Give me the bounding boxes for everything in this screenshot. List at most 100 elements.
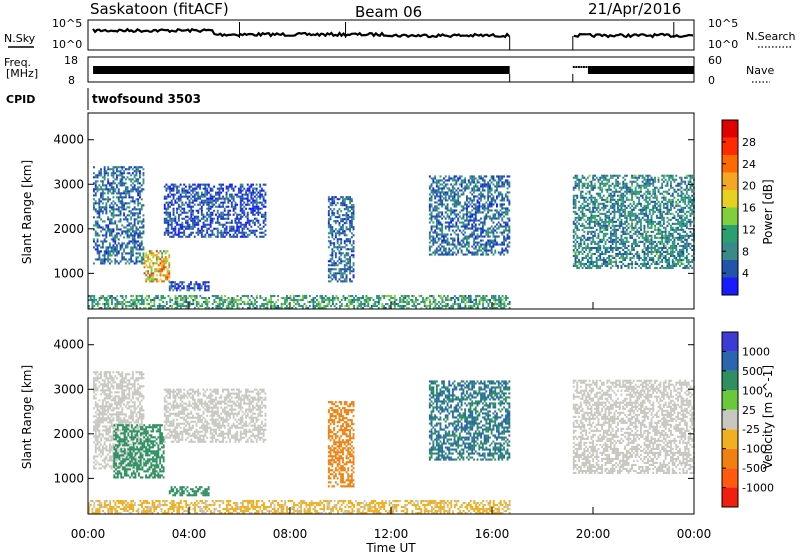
heatmap-cell: [350, 250, 353, 253]
heatmap-cell: [624, 178, 626, 181]
heatmap-cell: [671, 204, 674, 207]
heatmap-cell: [655, 266, 658, 269]
heatmap-cell: [168, 256, 171, 259]
heatmap-cell: [464, 231, 467, 234]
heatmap-cell: [601, 206, 603, 209]
heatmap-cell: [613, 198, 616, 201]
heatmap-cell: [209, 187, 212, 190]
heatmap-cell: [124, 190, 127, 193]
heatmap-cell: [689, 214, 692, 217]
heatmap-cell: [232, 225, 235, 228]
heatmap-cell: [601, 218, 603, 221]
heatmap-cell: [202, 199, 205, 202]
heatmap-cell: [670, 218, 672, 221]
heatmap-cell: [631, 218, 633, 221]
heatmap-cell: [497, 175, 500, 178]
heatmap-cell: [443, 203, 445, 206]
heatmap-cell: [645, 240, 648, 243]
heatmap-cell: [327, 260, 330, 263]
heatmap-cell: [213, 209, 216, 212]
heatmap-cell: [671, 176, 674, 179]
heatmap-cell: [682, 246, 685, 249]
heatmap-cell: [661, 234, 664, 237]
heatmap-cell: [455, 181, 458, 184]
heatmap-cell: [609, 244, 612, 247]
heatmap-cell: [476, 181, 479, 184]
heatmap-cell: [204, 287, 207, 290]
heatmap-cell: [647, 262, 649, 265]
heatmap-cell: [340, 248, 343, 251]
heatmap-cell: [261, 231, 263, 234]
heatmap-cell: [444, 217, 447, 220]
heatmap-cell: [435, 193, 438, 196]
heatmap-cell: [634, 252, 637, 255]
heatmap-cell: [193, 203, 196, 206]
heatmap-cell: [333, 260, 336, 263]
heatmap-cell: [88, 307, 90, 310]
heatmap-cell: [494, 225, 497, 228]
heatmap-cell: [110, 222, 113, 225]
heatmap-cell: [508, 185, 511, 188]
heatmap-cell: [352, 270, 355, 273]
heatmap-cell: [490, 203, 493, 206]
heatmap-cell: [148, 258, 151, 261]
heatmap-cell: [471, 177, 474, 180]
heatmap-cell: [604, 176, 607, 179]
heatmap-cell: [193, 187, 196, 190]
heatmap-cell: [131, 250, 134, 253]
heatmap-cell: [239, 213, 242, 216]
heatmap-cell: [101, 190, 104, 193]
heatmap-cell: [675, 244, 678, 247]
heatmap-cell: [595, 206, 598, 209]
heatmap-cell: [629, 234, 632, 237]
heatmap-cell: [255, 203, 258, 206]
heatmap-cell: [349, 238, 351, 241]
heatmap-cell: [333, 200, 336, 203]
heatmap-cell: [671, 240, 674, 243]
heatmap-cell: [682, 218, 685, 221]
heatmap-cell: [248, 229, 251, 232]
heatmap-cell: [622, 184, 625, 187]
heatmap-cell: [199, 219, 201, 222]
heatmap-cell: [211, 229, 214, 232]
heatmap-cell: [239, 235, 242, 238]
heatmap-cell: [434, 191, 437, 194]
heatmap-cell: [185, 201, 187, 204]
heatmap-cell: [199, 187, 201, 190]
heatmap-cell: [110, 234, 113, 237]
heatmap-cell: [439, 211, 442, 214]
heatmap-cell: [121, 182, 124, 185]
heatmap-cell: [200, 209, 203, 212]
heatmap-cell: [478, 209, 481, 212]
heatmap-cell: [691, 258, 694, 261]
heatmap-cell: [168, 254, 171, 257]
heatmap-cell: [634, 232, 637, 235]
heatmap-cell: [618, 204, 621, 207]
heatmap-cell: [643, 212, 646, 215]
heatmap-cell: [666, 208, 669, 211]
heatmap-cell: [606, 224, 609, 227]
heatmap-cell: [448, 229, 451, 232]
heatmap-cell: [654, 260, 656, 263]
heatmap-cell: [597, 258, 600, 261]
heatmap-cell: [625, 216, 628, 219]
heatmap-cell: [109, 246, 111, 249]
heatmap-cell: [119, 210, 122, 213]
heatmap-cell: [685, 188, 688, 191]
heatmap-cell: [444, 185, 447, 188]
heatmap-cell: [126, 246, 129, 249]
heatmap-cell: [170, 285, 173, 288]
heatmap-cell: [135, 180, 138, 183]
heatmap-cell: [444, 227, 447, 230]
heatmap-cell: [659, 230, 662, 233]
heatmap-cell: [192, 231, 194, 234]
heatmap-cell: [469, 175, 472, 178]
heatmap-cell: [680, 254, 683, 257]
heatmap-cell: [253, 207, 256, 210]
heatmap-cell: [599, 252, 602, 255]
heatmap-cell: [631, 266, 633, 269]
heatmap-cell: [100, 246, 102, 249]
heatmap-cell: [172, 213, 175, 216]
heatmap-cell: [225, 193, 228, 196]
heatmap-cell: [594, 204, 596, 207]
